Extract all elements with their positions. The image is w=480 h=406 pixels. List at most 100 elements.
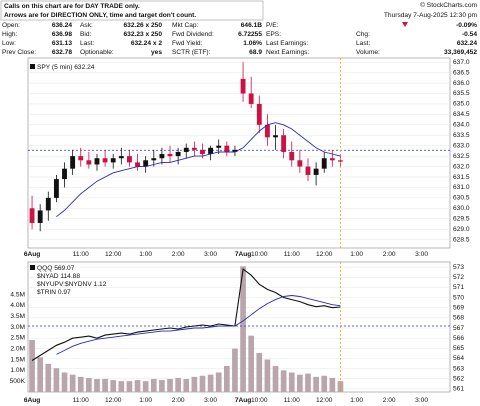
quote-value: 632.26 x 250: [123, 22, 162, 29]
y-tick-label: 633.5: [453, 132, 470, 139]
volume-bar: [207, 374, 214, 392]
x-tick-label: 3:00: [415, 397, 428, 404]
x-tick-label: 11:00: [73, 397, 89, 404]
candle-body: [256, 103, 262, 125]
volume-bar: [86, 377, 92, 392]
candle-body: [321, 158, 327, 169]
x-tick-label: 10:00: [251, 251, 268, 258]
y-tick-label: 636.5: [453, 69, 470, 76]
candle-body: [135, 162, 140, 167]
y-tick-label: 635.5: [453, 90, 470, 97]
legend-label: QQQ 569.07: [37, 265, 75, 272]
volume-tick-label: 500K: [10, 378, 26, 385]
volume-bar: [118, 381, 125, 392]
quote-label: Fwd Yield:: [172, 40, 203, 47]
volume-bar: [102, 379, 108, 392]
volume-bar: [240, 266, 246, 392]
volume-bar: [248, 335, 255, 392]
volume-bar: [280, 370, 287, 392]
x-tick-label: 11:00: [284, 397, 300, 404]
x-tick-label: 11:00: [284, 251, 300, 258]
y-tick-label: 632.0: [453, 163, 470, 170]
volume-bar: [150, 379, 157, 392]
quote-label: Mkt Cap:: [172, 22, 199, 29]
candle-body: [232, 149, 238, 152]
y-tick-label: 561: [453, 386, 464, 393]
down-arrow: [402, 22, 408, 27]
x-tick-label: 12:00: [105, 397, 122, 404]
candle-body: [159, 154, 165, 159]
y-tick-label: 634.0: [453, 122, 470, 129]
quote-value: -0.09%: [456, 22, 477, 29]
y-tick-label: 628.5: [453, 236, 470, 243]
quote-label: Next Earnings:: [266, 49, 309, 56]
volume-tick-label: 4.0M: [10, 302, 25, 309]
volume-bar: [183, 379, 190, 392]
candle-body: [183, 147, 189, 152]
quote-value: 6.72255: [238, 31, 262, 38]
volume-tick-label: 2.5M: [10, 335, 25, 342]
volume-bar: [264, 359, 271, 392]
y-tick-label: 564: [453, 355, 464, 362]
price-line: [31, 268, 341, 361]
candle-body: [29, 208, 35, 223]
volume-bar: [142, 381, 149, 392]
candle-body: [191, 147, 197, 150]
candle-body: [70, 156, 76, 169]
candle-body: [313, 168, 319, 175]
candle-body: [167, 154, 173, 157]
volume-tick-label: 2.0M: [10, 345, 25, 352]
x-tick-label: 7Aug: [235, 397, 251, 404]
x-tick-label: 2:00: [172, 251, 185, 258]
y-tick-label: 629.0: [453, 226, 470, 233]
y-tick-label: 572: [453, 274, 464, 281]
quote-label: Chg:: [356, 31, 370, 38]
x-tick-label: 3:00: [204, 397, 217, 404]
volume-bar: [61, 372, 68, 392]
y-tick-label: 569: [453, 304, 464, 311]
plot-area: [27, 261, 451, 393]
datetime: Thursday 7-Aug-2025 12:30 pm: [384, 12, 478, 19]
quote-label: Last:: [80, 40, 94, 47]
volume-bar: [134, 380, 141, 392]
quote-label: High:: [2, 31, 18, 38]
x-tick-label: 12:00: [316, 397, 333, 404]
x-tick-label: 11:00: [73, 251, 89, 258]
volume-bar: [288, 372, 295, 392]
quote-label: EPS:: [266, 31, 281, 38]
y-tick-label: 631.5: [453, 174, 470, 181]
candle-body: [143, 160, 149, 167]
y-tick-label: 635.0: [453, 101, 470, 108]
quote-label: Last Earnings:: [266, 40, 308, 47]
notice-box: [0, 0, 264, 21]
candle-body: [78, 156, 84, 161]
volume-bar: [223, 366, 230, 392]
y-tick-label: 630.0: [453, 205, 470, 212]
volume-bar: [321, 375, 328, 392]
candle-body: [289, 151, 295, 161]
candle-body: [37, 210, 43, 223]
quote-label: SCTR (ETF):: [172, 49, 211, 56]
volume-bar: [329, 377, 336, 392]
x-tick-label: 1:00: [139, 397, 152, 404]
candle-body: [62, 168, 67, 180]
candle-body: [127, 156, 132, 163]
x-tick-label: 2:00: [383, 397, 396, 404]
notice-line: Calls on this chart are for DAY TRADE on…: [4, 3, 140, 10]
volume-tick-label: 4.5M: [10, 291, 25, 298]
indicator-label: $NYAD 114.88: [37, 273, 80, 280]
candle-body: [118, 156, 124, 159]
x-tick-label: 3:00: [204, 251, 217, 258]
quote-value: 631.13: [52, 40, 73, 47]
candle-body: [273, 135, 278, 138]
candle-body: [45, 197, 51, 211]
volume-bar: [167, 379, 173, 392]
y-tick-label: 631.0: [453, 184, 470, 191]
quote-value: 636.24: [52, 22, 73, 29]
y-tick-label: 637.0: [453, 59, 470, 66]
quote-label: Prev Close:: [2, 49, 36, 56]
x-tick-label: 3:00: [415, 251, 428, 258]
quote-label: Last:: [356, 40, 370, 47]
moving-average: [56, 122, 341, 218]
volume-bar: [272, 366, 279, 392]
